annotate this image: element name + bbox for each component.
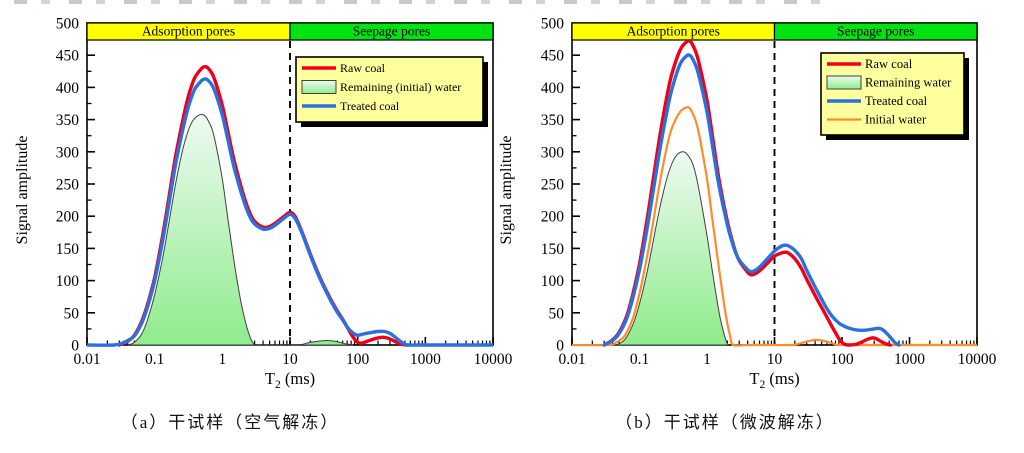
- y-tick-label: 100: [541, 273, 565, 290]
- x-axis-title: T2 (ms): [265, 369, 315, 391]
- y-tick-label: 200: [541, 209, 565, 226]
- chart-b: Adsorption pores Seepage pores 0 50 100 150 20…: [498, 16, 997, 392]
- x-tick-label: 0.1: [630, 351, 649, 368]
- legend-label-initial-water: Initial water: [865, 113, 927, 127]
- y-tick-label: 500: [56, 16, 80, 33]
- x-tick-label: 100: [346, 351, 370, 368]
- y-tick-label: 100: [56, 273, 80, 290]
- x-axis-title: T2 (ms): [749, 369, 799, 391]
- cropped-text-fragment: [14, 0, 834, 4]
- series-area-remaining-initial-water: [127, 113, 353, 346]
- y-tick-label: 0: [556, 338, 564, 355]
- x-tick-label: 1000: [894, 351, 925, 368]
- banner-seepage-label: Seepage pores: [353, 24, 431, 39]
- y-tick-label: 0: [71, 338, 79, 355]
- y-tick-label: 500: [541, 16, 565, 33]
- series-group: [87, 64, 493, 347]
- chart-a: Adsorption pores Seepage pores 0 50 100 150 20…: [14, 16, 513, 392]
- banner-adsorption-label: Adsorption pores: [142, 24, 235, 39]
- y-tick-label: 50: [549, 305, 565, 322]
- x-tick-label: 10000: [474, 351, 513, 368]
- series-area-remaining-water: [614, 151, 729, 346]
- legend-label-raw-coal: Raw coal: [865, 57, 913, 71]
- legend-swatch-remaining-initial-water: [301, 80, 337, 94]
- caption-chart-a: （a）干试样（空气解冻）: [120, 413, 340, 432]
- legend-label-raw-coal: Raw coal: [340, 61, 386, 75]
- y-tick-label: 150: [541, 241, 565, 258]
- banner-seepage-pores: [289, 22, 494, 41]
- series-line-initial-water: [572, 105, 977, 347]
- series-line-raw-coal: [602, 40, 892, 347]
- legend-label-treated-coal: Treated coal: [340, 99, 400, 113]
- x-tick-label: 10: [767, 351, 783, 368]
- x-tick-label: 0.01: [558, 351, 585, 368]
- y-tick-label: 150: [56, 241, 80, 258]
- y-tick-label: 250: [541, 177, 565, 194]
- x-tick-label: 1000: [410, 351, 441, 368]
- series-group: [572, 40, 977, 347]
- legend-box: [820, 52, 965, 136]
- y-tick-label: 400: [541, 80, 565, 97]
- y-tick-label: 250: [56, 177, 80, 194]
- x-tick-label: 100: [830, 351, 854, 368]
- x-tick-label: 10: [282, 351, 298, 368]
- legend-label-remaining-initial-water: Remaining (initial) water: [340, 80, 461, 94]
- legend-label-treated-coal: Treated coal: [865, 94, 928, 108]
- y-tick-label: 50: [64, 305, 80, 322]
- legend-label-remaining-water: Remaining water: [865, 76, 952, 90]
- banner-adsorption-label: Adsorption pores: [627, 24, 720, 39]
- banner-seepage-label: Seepage pores: [837, 24, 915, 39]
- y-tick-label: 350: [541, 112, 565, 129]
- x-tick-label: 0.01: [73, 351, 100, 368]
- x-tick-label: 1: [218, 351, 226, 368]
- y-axis-title: Signal amplitude: [498, 136, 515, 245]
- x-tick-label: 0.1: [145, 351, 164, 368]
- y-tick-label: 300: [541, 144, 565, 161]
- y-tick-label: 450: [541, 48, 565, 65]
- x-tick-label: 10000: [958, 351, 997, 368]
- y-tick-label: 200: [56, 209, 80, 226]
- y-axis-title: Signal amplitude: [14, 136, 31, 245]
- x-tick-label: 1: [703, 351, 711, 368]
- caption-chart-b: （b）干试样（微波解冻）: [615, 413, 835, 432]
- y-tick-label: 450: [56, 48, 80, 65]
- series-line-treated-coal: [602, 53, 901, 347]
- y-tick-label: 350: [56, 112, 80, 129]
- series-line-treated-coal: [87, 77, 493, 347]
- y-tick-label: 300: [56, 144, 80, 161]
- y-tick-label: 400: [56, 80, 80, 97]
- legend-swatch-remaining-water: [826, 75, 862, 90]
- banner-seepage-pores: [773, 22, 978, 41]
